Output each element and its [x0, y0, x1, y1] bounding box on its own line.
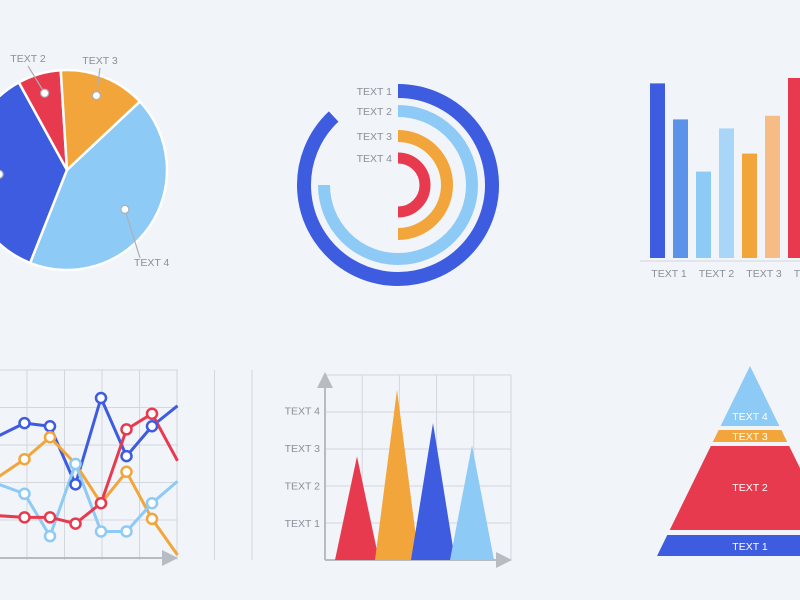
y-tick-label: TEXT 1: [285, 518, 321, 530]
bar: [650, 83, 665, 259]
callout-line: [124, 209, 141, 259]
callout-line: [27, 65, 46, 94]
peak: [375, 389, 419, 560]
pie-slice: [28, 99, 169, 272]
peak-chart: TEXT 1 TEXT 2 TEXT 3 TEXT 4: [285, 372, 512, 568]
ring-label: TEXT 3: [357, 131, 393, 143]
line-point: [120, 525, 133, 538]
callout-dot: [120, 204, 130, 214]
line-point: [120, 423, 133, 436]
line-point: [43, 511, 57, 524]
bar: [719, 128, 734, 258]
ring-label: TEXT 1: [357, 86, 393, 98]
line-point: [94, 391, 108, 405]
ring-label: TEXT 2: [357, 106, 393, 118]
line-point: [18, 511, 31, 524]
line-point: [94, 496, 108, 510]
callout-dot: [0, 169, 4, 179]
peak: [411, 423, 455, 560]
bar-chart: TEXT 1 TEXT 2 TEXT 3 TEXT 4: [640, 78, 800, 280]
pyramid-level-label: TEXT 4: [732, 411, 768, 423]
line-point: [43, 420, 57, 433]
callout-dot: [91, 91, 102, 101]
peak: [335, 456, 379, 560]
callout-dot: [40, 88, 50, 98]
peak: [450, 445, 494, 560]
pyramid-level: [712, 430, 788, 442]
pyramid-chart: TEXT 4 TEXT 3 TEXT 2 TEXT 1: [657, 366, 800, 556]
pyramid-level: [669, 446, 800, 530]
bar: [696, 171, 711, 258]
x-tick-label: TEXT 4: [794, 268, 800, 280]
line-point: [94, 525, 108, 538]
pie-slice: [59, 68, 142, 173]
pyramid-level-label: TEXT 2: [732, 482, 768, 494]
x-axis-arrow: [162, 550, 178, 566]
y-tick-label: TEXT 3: [285, 443, 321, 455]
line-point: [120, 465, 133, 479]
callout-line: [95, 67, 101, 96]
line-series: [0, 462, 179, 538]
line-point: [120, 449, 133, 463]
pyramid-level: [657, 535, 800, 556]
y-tick-label: TEXT 4: [285, 406, 321, 418]
line-point: [43, 529, 57, 543]
radial-bar-chart: TEXT 1 TEXT 2 TEXT 3 TEXT 4: [297, 84, 499, 286]
line-point: [18, 487, 31, 501]
line-point: [145, 512, 159, 526]
pyramid-level-label: TEXT 3: [732, 431, 768, 443]
radial-ring: [297, 84, 499, 286]
line-point: [145, 420, 159, 433]
radial-ring: [397, 152, 431, 218]
line-point: [18, 452, 31, 466]
pyramid-level: [720, 366, 780, 426]
line-chart: [0, 369, 253, 566]
line-point: [18, 416, 31, 430]
bar: [788, 78, 800, 258]
slice-label: TEXT 2: [10, 53, 46, 65]
bar: [742, 153, 757, 258]
radial-ring: [318, 105, 478, 265]
x-tick-label: TEXT 3: [746, 268, 782, 280]
line-point: [69, 517, 82, 530]
y-axis-arrow: [317, 372, 333, 388]
ring-label: TEXT 4: [357, 153, 393, 165]
line-point: [69, 478, 82, 491]
line-point: [145, 496, 159, 510]
line-point: [69, 457, 82, 471]
line-point: [145, 407, 159, 420]
slice-label: TEXT 3: [82, 55, 118, 67]
bar: [673, 119, 688, 259]
pie-chart: TEXT 2 TEXT 3 TEXT 4: [0, 53, 170, 272]
x-axis-arrow: [496, 552, 512, 568]
x-tick-label: TEXT 1: [651, 268, 687, 280]
radial-ring: [397, 130, 453, 240]
slice-label: TEXT 4: [134, 257, 170, 269]
pie-slice: [0, 80, 69, 265]
line-point: [43, 431, 57, 444]
x-tick-label: TEXT 2: [699, 268, 735, 280]
y-tick-label: TEXT 2: [285, 481, 321, 493]
bar: [765, 115, 780, 258]
pyramid-level-label: TEXT 1: [732, 541, 768, 553]
